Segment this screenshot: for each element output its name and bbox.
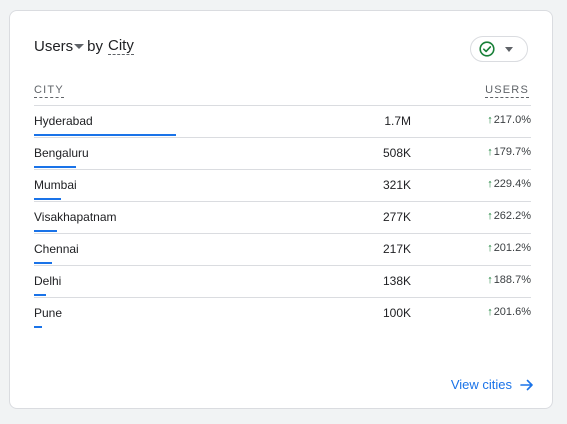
arrow-up-icon: ↑ <box>487 210 493 222</box>
title-by-text: by <box>87 37 104 55</box>
change-percent-value: 201.2% <box>493 242 531 254</box>
metric-label: Users <box>34 37 74 55</box>
city-name: Visakhapatnam <box>34 210 117 224</box>
change-percent-value: 229.4% <box>493 178 531 190</box>
table-row[interactable]: Pune 100K ↑ 201.6% <box>34 297 531 329</box>
row-divider <box>34 201 531 202</box>
table-row[interactable]: Delhi 138K ↑ 188.7% <box>34 265 531 297</box>
arrow-up-icon: ↑ <box>487 178 493 190</box>
column-header-users[interactable]: USERS <box>485 84 529 98</box>
change-percent-value: 188.7% <box>493 274 531 286</box>
users-value: 321K <box>382 178 411 192</box>
metric-selector[interactable]: Users <box>34 38 87 55</box>
users-value: 1.7M <box>384 114 411 128</box>
city-name: Hyderabad <box>34 114 93 128</box>
chevron-down-icon <box>505 46 513 52</box>
users-by-city-card: Users by City CITY USERS Hyderabad 1.7M ↑ 2… <box>9 10 553 409</box>
caret-down-icon <box>74 43 85 49</box>
users-value: 138K <box>382 274 411 288</box>
view-cities-link[interactable]: View cities <box>451 377 534 392</box>
change-percent: ↑ 201.6% <box>487 306 531 318</box>
change-percent: ↑ 188.7% <box>487 274 531 286</box>
arrow-up-icon: ↑ <box>487 242 493 254</box>
change-percent: ↑ 201.2% <box>487 242 531 254</box>
city-name: Delhi <box>34 274 62 288</box>
users-value: 217K <box>382 242 411 256</box>
change-percent: ↑ 217.0% <box>487 114 531 126</box>
users-share-bar <box>34 134 176 136</box>
change-percent-value: 262.2% <box>493 210 531 222</box>
row-divider <box>34 265 531 266</box>
change-percent-value: 217.0% <box>493 114 531 126</box>
change-percent: ↑ 179.7% <box>487 146 531 158</box>
users-value: 508K <box>382 146 411 160</box>
status-dropdown-button[interactable] <box>470 36 528 62</box>
change-percent: ↑ 262.2% <box>487 210 531 222</box>
table-row[interactable]: Chennai 217K ↑ 201.2% <box>34 233 531 265</box>
table-row[interactable]: Bengaluru 508K ↑ 179.7% <box>34 137 531 169</box>
row-divider <box>34 169 531 170</box>
table-row[interactable]: Visakhapatnam 277K ↑ 262.2% <box>34 201 531 233</box>
change-percent-value: 179.7% <box>493 146 531 158</box>
arrow-up-icon: ↑ <box>487 306 493 318</box>
column-header-city[interactable]: CITY <box>34 84 64 98</box>
users-share-bar <box>34 326 42 328</box>
users-value: 277K <box>382 210 411 224</box>
row-divider <box>34 233 531 234</box>
arrow-right-icon <box>520 379 533 390</box>
table-row[interactable]: Hyderabad 1.7M ↑ 217.0% <box>34 105 531 137</box>
users-share-bar <box>34 230 57 232</box>
arrow-up-icon: ↑ <box>487 274 493 286</box>
change-percent-value: 201.6% <box>493 306 531 318</box>
view-cities-label: View cities <box>450 377 512 392</box>
city-name: Bengaluru <box>34 146 89 160</box>
city-name: Mumbai <box>34 178 77 192</box>
users-share-bar <box>34 166 76 168</box>
city-name: Chennai <box>34 242 79 256</box>
card-title: Users by City <box>34 37 134 55</box>
arrow-up-icon: ↑ <box>487 114 493 126</box>
row-divider <box>34 105 531 106</box>
users-share-bar <box>34 198 61 200</box>
dimension-selector[interactable]: City <box>108 37 134 55</box>
arrow-up-icon: ↑ <box>487 146 493 158</box>
users-share-bar <box>34 262 52 264</box>
check-circle-icon <box>479 41 495 57</box>
users-share-bar <box>34 294 46 296</box>
row-divider <box>34 137 531 138</box>
users-value: 100K <box>382 306 411 320</box>
table-row[interactable]: Mumbai 321K ↑ 229.4% <box>34 169 531 201</box>
change-percent: ↑ 229.4% <box>487 178 531 190</box>
city-name: Pune <box>34 306 63 320</box>
row-divider <box>34 297 531 298</box>
